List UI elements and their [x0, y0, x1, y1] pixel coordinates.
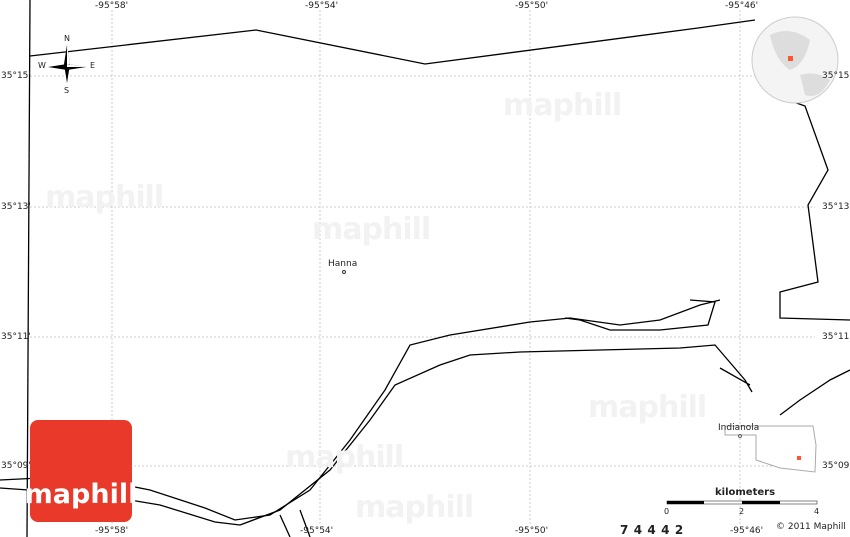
watermark: maphill	[503, 88, 622, 123]
globe-inset	[751, 16, 839, 104]
copyright: © 2011 Maphill	[776, 522, 846, 532]
watermark: maphill	[588, 390, 707, 425]
bottom-digits: 7 4 4 4 2	[620, 523, 683, 537]
lon-label: -95°46'	[725, 1, 759, 11]
lat-label: 35°15'	[822, 71, 850, 81]
scale-tick: 2	[739, 507, 745, 516]
compass-n: N	[64, 34, 70, 43]
place-indianola[interactable]: Indianola	[718, 423, 760, 433]
lon-label: -95°50'	[515, 1, 549, 11]
lon-label: -95°46'	[730, 526, 764, 536]
lon-label: -95°58'	[95, 1, 129, 11]
lat-label: 35°13'	[822, 202, 850, 212]
compass-s: S	[64, 86, 70, 95]
oklahoma-inset	[724, 425, 817, 473]
lon-label: -95°50'	[515, 526, 549, 536]
place-hanna[interactable]: Hanna	[328, 259, 358, 269]
scale-unit: kilometers	[715, 487, 776, 498]
lon-label: -95°58'	[95, 526, 129, 536]
lon-label: -95°54'	[305, 1, 339, 11]
scale-tick: 4	[814, 507, 820, 516]
lat-label: 35°09'	[1, 461, 31, 471]
graticule	[30, 10, 815, 525]
lat-label: 35°15'	[1, 71, 31, 81]
compass-e: E	[90, 61, 96, 70]
hanna-marker	[342, 270, 346, 274]
scale-bar	[666, 500, 818, 505]
compass-rose	[48, 45, 86, 83]
watermark: maphill	[45, 180, 164, 215]
watermark: maphill	[312, 212, 431, 247]
lon-label: -95°54'	[300, 526, 334, 536]
maphill-logo[interactable]: maphill	[25, 420, 137, 522]
lat-label: 35°11'	[1, 332, 31, 342]
lat-label: 35°11'	[822, 332, 850, 342]
watermark: maphill	[355, 490, 474, 525]
lat-label: 35°09'	[822, 461, 850, 471]
scale-tick: 0	[664, 507, 670, 516]
lat-label: 35°13'	[1, 202, 31, 212]
compass-w: W	[38, 61, 46, 70]
watermark: maphill	[285, 440, 404, 475]
logo-text: maphill	[24, 479, 138, 510]
